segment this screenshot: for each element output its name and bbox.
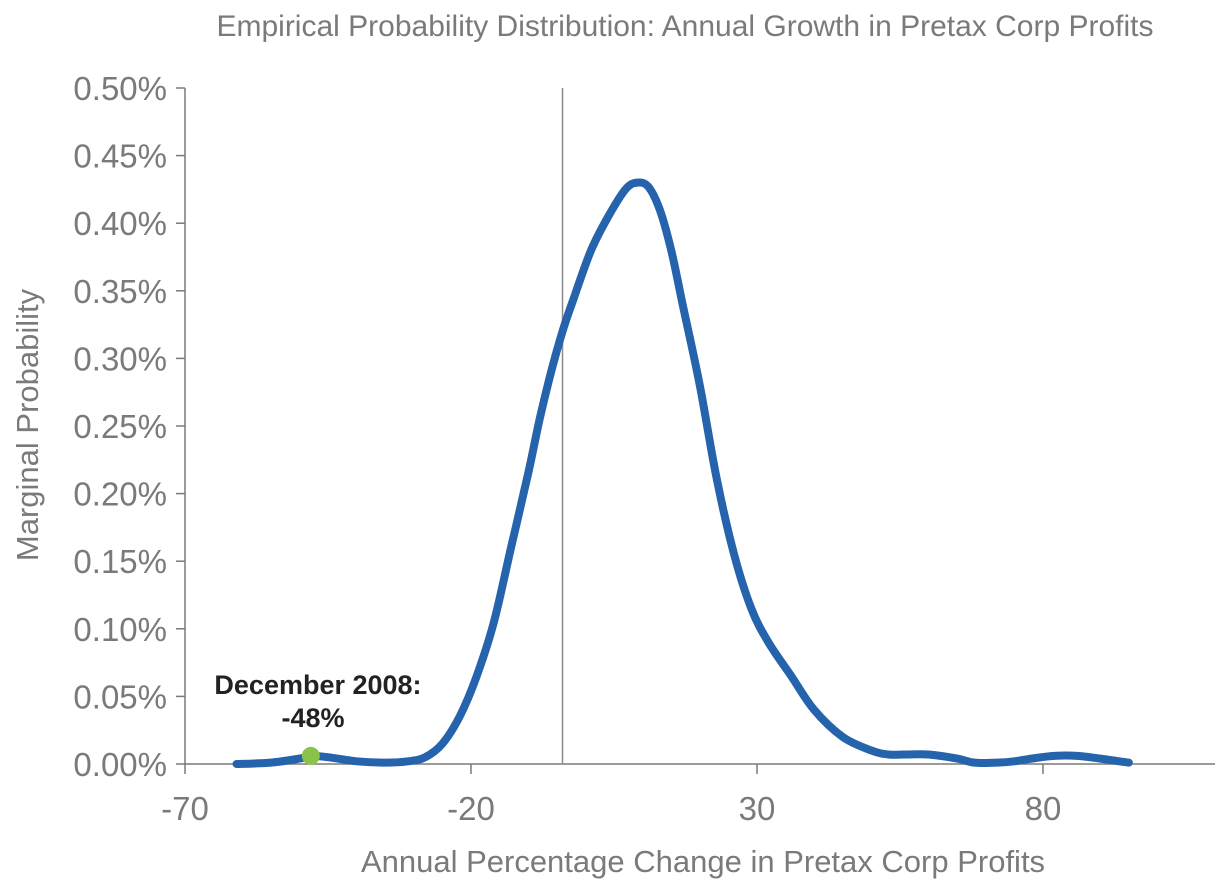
y-tick-label: 0.20% [73,476,167,513]
x-tick-label: 30 [739,790,776,827]
y-axis-label: Marginal Probability [10,288,45,561]
y-tick-label: 0.05% [73,678,167,715]
y-tick-label: 0.50% [73,70,167,107]
y-tick-label: 0.10% [73,611,167,648]
x-tick-label: 80 [1025,790,1062,827]
x-ticks: -70 -20 30 80 [161,764,1061,827]
y-tick-label: 0.00% [73,746,167,783]
y-tick-label: 0.45% [73,138,167,175]
annotation-line2: -48% [281,703,344,733]
y-tick-label: 0.35% [73,273,167,310]
y-tick-label: 0.40% [73,205,167,242]
x-tick-label: -70 [161,790,209,827]
x-tick-label: -20 [447,790,495,827]
y-ticks: 0.00% 0.05% 0.10% 0.15% 0.20% 0.25% 0.30% 0.35%… [73,70,185,783]
chart-title: Empirical Probability Distribution: Annu… [216,10,1153,43]
y-tick-label: 0.25% [73,408,167,445]
series-line [232,178,1133,768]
y-tick-label: 0.30% [73,340,167,377]
x-axis-label: Annual Percentage Change in Pretax Corp … [361,844,1045,879]
highlight-point [301,746,320,765]
annotation-line1: December 2008: [214,670,421,700]
y-tick-label: 0.15% [73,543,167,580]
